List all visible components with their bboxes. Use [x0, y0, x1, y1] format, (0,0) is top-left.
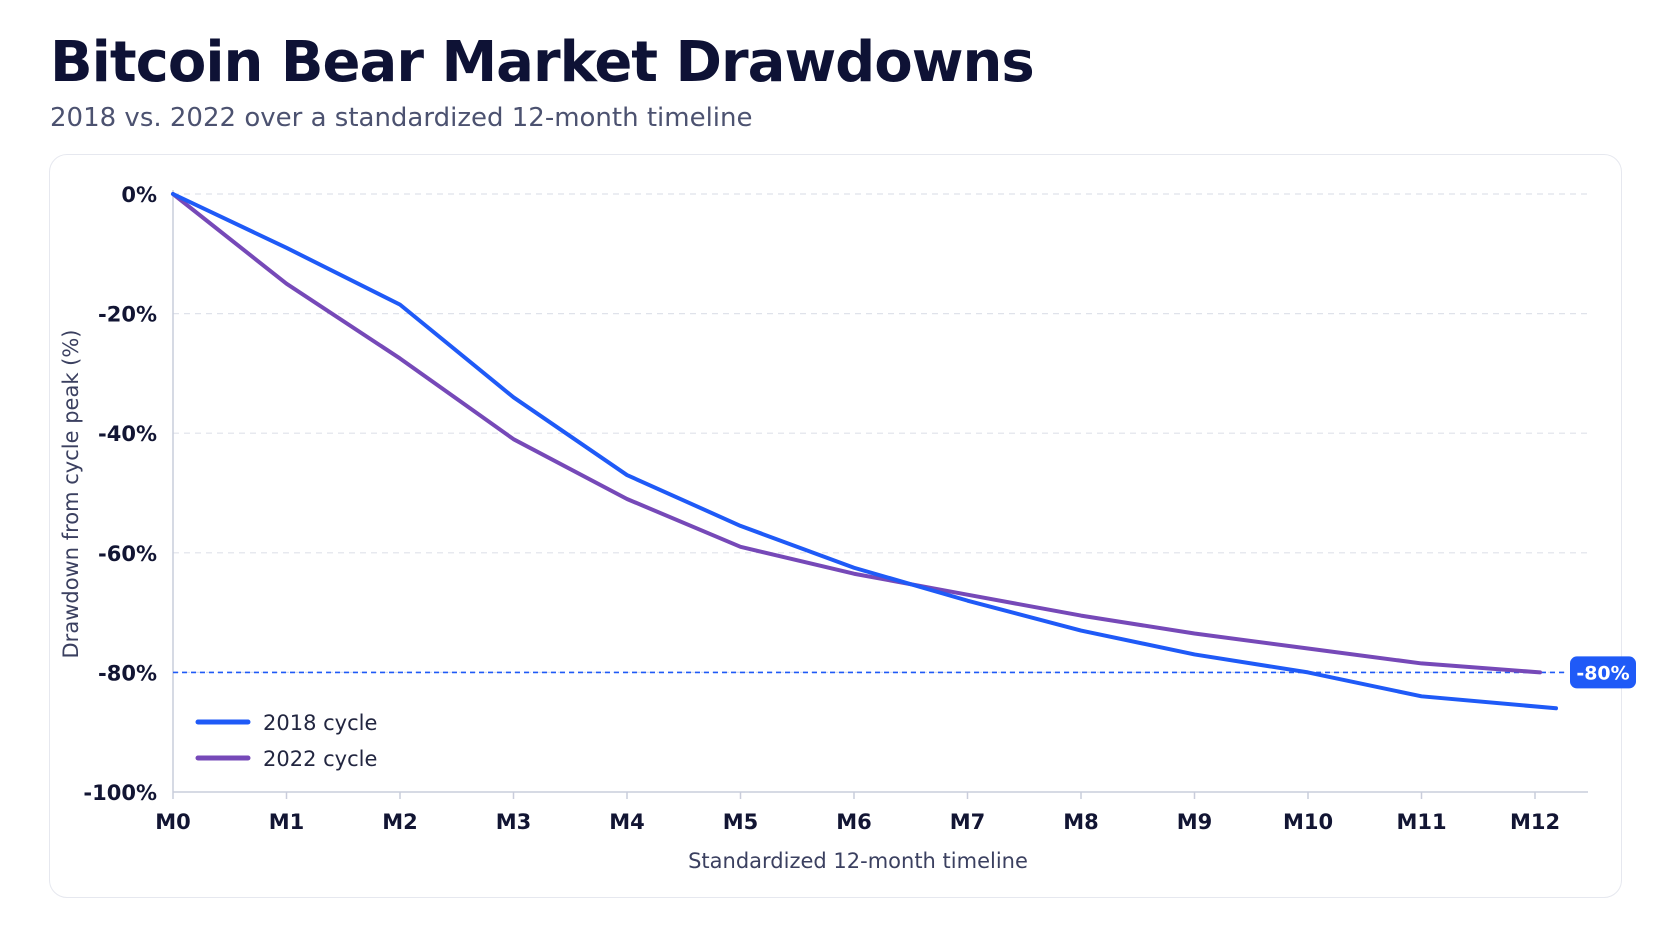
y-axis-title: Drawdown from cycle peak (%) [59, 330, 83, 659]
chart-subtitle: 2018 vs. 2022 over a standardized 12-mon… [50, 103, 753, 133]
x-tick-label: M1 [269, 810, 305, 834]
x-tick-label: M3 [496, 810, 532, 834]
x-tick-label: M6 [836, 810, 872, 834]
x-tick-label: M5 [723, 810, 759, 834]
x-tick-label: M7 [950, 810, 986, 834]
y-tick-label: -100% [83, 781, 157, 805]
chart-card [49, 154, 1622, 898]
y-tick-label: -80% [98, 661, 157, 685]
chart-title: Bitcoin Bear Market Drawdowns [50, 30, 1035, 95]
y-tick-label: -20% [98, 303, 157, 327]
x-tick-label: M9 [1177, 810, 1213, 834]
series-line-2022-cycle [171, 192, 1542, 675]
legend-label: 2022 cycle [263, 747, 377, 771]
x-tick-label: M2 [382, 810, 418, 834]
x-tick-label: M4 [609, 810, 645, 834]
reference-badge [1570, 656, 1636, 689]
y-tick-label: -60% [98, 542, 157, 566]
x-tick-label: M8 [1063, 810, 1099, 834]
y-tick-label: -40% [98, 422, 157, 446]
x-tick-label: M11 [1396, 810, 1446, 834]
x-tick-label: M12 [1510, 810, 1560, 834]
series-line-2018-cycle [171, 192, 1558, 711]
reference-label: -80% [1576, 662, 1629, 684]
x-axis-title: Standardized 12-month timeline [688, 849, 1028, 873]
x-tick-label: M0 [155, 810, 191, 834]
y-tick-label: 0% [121, 183, 157, 207]
legend-label: 2018 cycle [263, 711, 377, 735]
x-tick-label: M10 [1283, 810, 1333, 834]
